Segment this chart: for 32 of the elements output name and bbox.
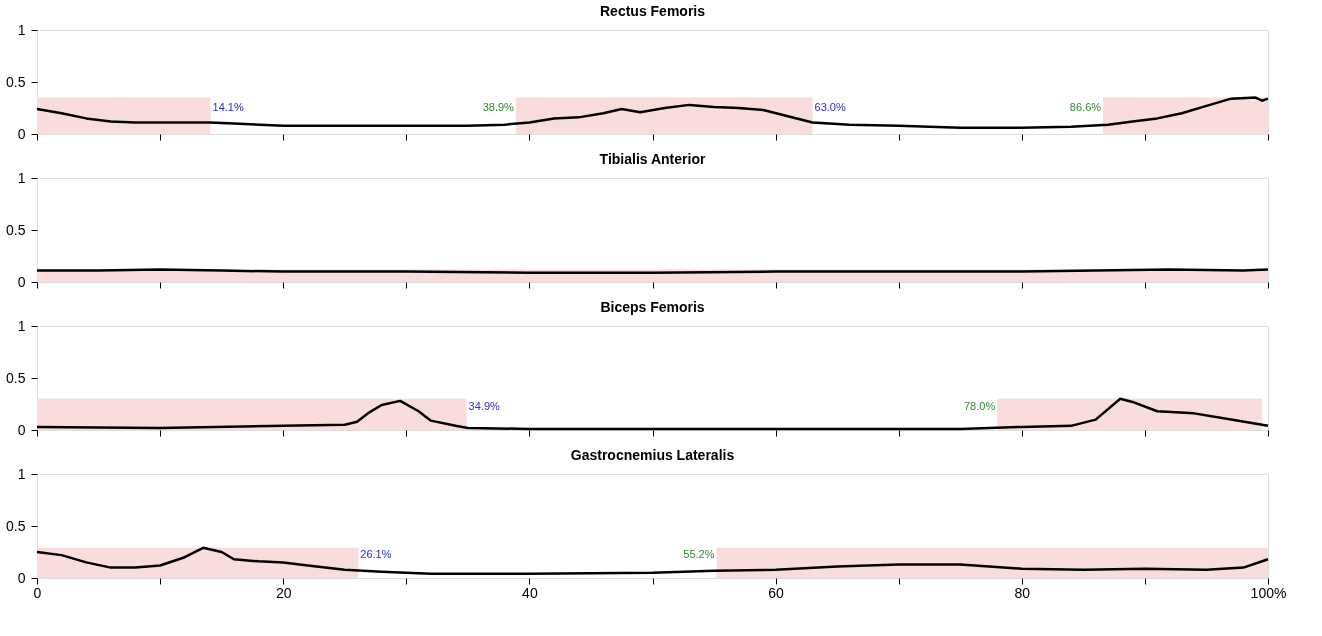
x-tick-label: 0 [33,584,42,601]
y-tick-label: 1 [17,169,26,186]
y-tick-label: 0 [17,421,26,438]
annotation: 26.1% [360,548,392,561]
annotation: 14.1% [212,101,244,114]
x-tick-label: 20 [275,584,292,601]
y-tick-label: 0.5 [6,369,26,386]
chart-title: Biceps Femoris [600,299,705,315]
annotation: 63.0% [814,101,846,114]
annotation: 34.9% [468,400,501,413]
chart-title: Rectus Femoris [599,3,706,19]
line-series [35,96,1270,130]
line-series [35,546,1270,576]
y-tick-label: 0 [17,125,26,142]
annotation: 78.0% [963,400,996,413]
x-tick-label: 80 [1014,584,1031,601]
y-tick-label: 0 [17,273,26,290]
y-tick-label: 0.5 [6,73,26,90]
y-tick-label: 1 [17,21,26,38]
x-tick-label: 40 [522,584,538,601]
y-tick-label: 1 [17,465,26,482]
annotation: 55.2% [683,548,715,561]
y-tick-label: 1 [17,317,26,334]
x-tick-label: 100% [1250,584,1287,601]
x-tick-label: 60 [768,584,785,601]
annotation: 38.9% [482,101,515,114]
annotation: 86.6% [1069,101,1102,114]
chart-title: Gastrocnemius Lateralis [570,447,735,463]
chart-title: Tibialis Anterior [599,151,706,167]
y-tick-label: 0.5 [6,221,26,238]
y-tick-label: 0.5 [6,517,26,534]
y-tick-label: 0 [17,569,26,586]
